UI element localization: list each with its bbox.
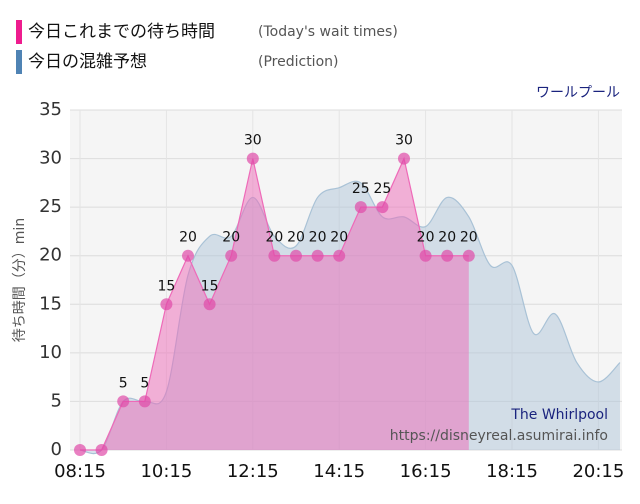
y-tick-label: 35 [39,99,62,120]
legend-swatch [16,50,22,74]
x-tick-label: 08:15 [54,461,106,482]
x-tick-label: 16:15 [400,461,452,482]
x-tick-label: 18:15 [486,461,538,482]
y-tick-label: 15 [39,293,62,314]
data-label: 5 [140,375,149,391]
data-label: 20 [179,230,197,246]
marker [138,395,151,408]
marker [225,249,238,262]
watermark: The Whirlpool [510,407,608,423]
marker [354,201,367,214]
y-tick-label: 10 [39,342,62,363]
data-label: 20 [438,230,456,246]
marker [117,395,130,408]
marker [246,152,259,165]
marker [333,249,346,262]
data-label: 20 [417,230,435,246]
x-tick-label: 14:15 [313,461,365,482]
chart-title: ワールプール [536,85,620,101]
data-label: 30 [244,133,262,149]
data-label: 15 [157,278,175,294]
data-label: 5 [119,375,128,391]
y-tick-label: 5 [51,390,62,411]
marker [160,298,173,311]
data-label: 20 [330,230,348,246]
x-tick-label: 10:15 [140,461,192,482]
area [80,158,469,451]
marker [74,444,86,456]
legend-swatch [16,20,22,44]
x-tick-label: 20:15 [572,461,624,482]
data-label: 25 [352,181,370,197]
x-tick-label: 12:15 [227,461,279,482]
marker [268,249,281,262]
marker [419,249,432,262]
data-label: 20 [460,230,478,246]
legend-label: 今日の混雑予想 [28,52,147,72]
marker [462,249,475,262]
marker [376,201,389,214]
y-tick-label: 25 [39,196,62,217]
legend-note: (Today's wait times) [258,24,398,40]
marker [95,444,108,456]
marker [311,249,324,262]
marker [203,298,216,311]
data-label: 20 [287,230,305,246]
data-label: 20 [265,230,283,246]
marker [182,249,194,262]
marker [398,152,410,165]
marker [290,249,302,262]
data-label: 15 [201,278,219,294]
data-label: 20 [222,230,240,246]
y-tick-label: 0 [51,439,62,460]
y-tick-label: 30 [39,148,62,169]
watermark: https://disneyreal.asumirai.info [390,428,608,444]
y-tick-label: 20 [39,245,62,266]
legend-label: 今日これまでの待ち時間 [28,22,215,42]
legend-note: (Prediction) [258,54,338,70]
y-axis-label: 待ち時間（分）min [12,218,28,342]
data-label: 25 [373,181,391,197]
data-label: 30 [395,133,413,149]
marker [441,249,454,262]
data-label: 20 [309,230,327,246]
